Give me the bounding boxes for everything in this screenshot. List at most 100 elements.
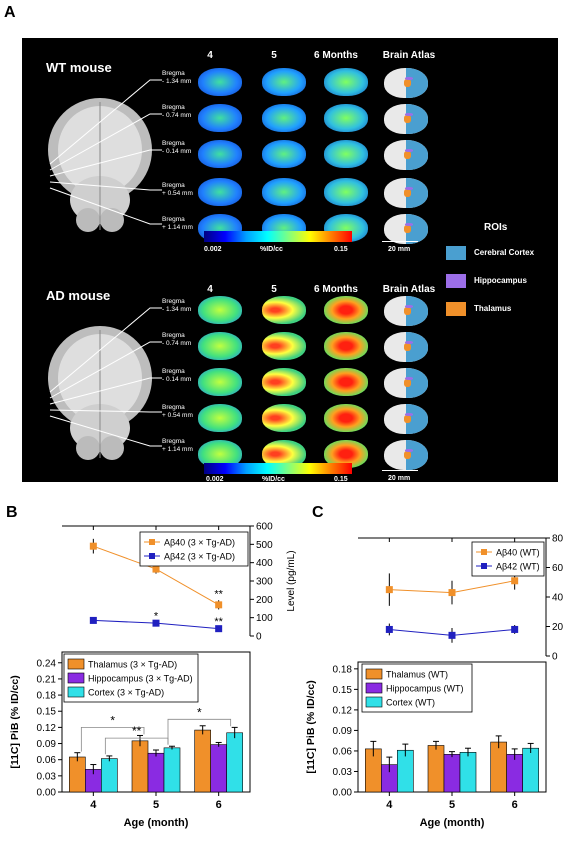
ad-col-4: 4 — [207, 284, 213, 295]
b-sig-bracket-2-label: ** — [132, 724, 142, 738]
c-bottom-bar — [490, 741, 507, 793]
ad-scan-r4-c3 — [324, 404, 368, 432]
c-bottom-ytick-label: 0.03 — [333, 767, 353, 778]
ad-col-brain-atlas: Brain Atlas — [382, 284, 436, 295]
c-bottom-bar — [427, 745, 445, 793]
c-top-ytick-label: 0 — [552, 652, 558, 663]
b-sig-bracket-3 — [167, 718, 232, 745]
ad-colorbar — [204, 463, 352, 474]
wt-bregma-4: Bregma + 0.54 mm — [162, 182, 193, 197]
c-bottom-ytick-label: 0.00 — [333, 788, 353, 799]
wt-scan-r2-c1 — [198, 104, 242, 132]
ad-scan-r2-c2 — [262, 332, 306, 360]
c-bottom-ytick-label: 0.12 — [333, 705, 353, 716]
wt-scan-r1-c1 — [198, 68, 242, 96]
ad-atlas-r2 — [384, 332, 428, 362]
ad-col-5: 5 — [271, 284, 277, 295]
wt-col-4: 4 — [207, 50, 213, 61]
b-bottom-bar — [226, 732, 243, 793]
ad-atlas-r3 — [384, 368, 428, 398]
b-top-sig-label: * — [154, 610, 159, 622]
c-top-point — [448, 589, 456, 597]
b-bottom-ytick-label: 0.21 — [37, 674, 57, 685]
ad-scale-bar-label: 20 mm — [388, 475, 411, 482]
b-bottom-xlabel: Age (month) — [124, 817, 189, 829]
wt-colorbar — [204, 231, 352, 242]
wt-colorbar-max: 0.15 — [334, 246, 348, 253]
roi-thalamus-swatch — [446, 302, 466, 316]
ad-atlas-r1 — [384, 296, 428, 326]
b-top-point — [215, 601, 223, 609]
panel-label-b: B — [6, 504, 18, 521]
wt-col-5: 5 — [271, 50, 277, 61]
c-top-legend-box — [471, 541, 545, 577]
b-top-ytick-label: 400 — [256, 558, 273, 569]
b-bottom-bar — [194, 729, 211, 793]
ad-scan-r4-c2 — [262, 404, 306, 432]
b-bottom-bar — [131, 740, 149, 793]
c-top-legend-marker — [481, 563, 487, 569]
ad-colorbar-unit: %ID/cc — [262, 476, 285, 483]
ad-atlas-r5 — [384, 440, 428, 470]
ad-colorbar-max: 0.15 — [334, 476, 348, 483]
c-top-ytick-label: 20 — [552, 622, 564, 633]
c-bottom-bar — [506, 754, 523, 793]
b-top-sig-label: ** — [214, 616, 223, 628]
b-top-legend-label: Aβ40 (3 × Tg-AD) — [164, 538, 235, 548]
b-top-legend-box — [139, 531, 249, 567]
roi-hippocampus-swatch — [446, 274, 466, 288]
b-bottom-bar — [69, 756, 86, 793]
b-top-legend-marker — [149, 539, 155, 545]
b-bottom-legend-box — [63, 653, 199, 703]
b-bottom-xtick-label: 6 — [216, 799, 222, 811]
wt-mouse-title: WT mouse — [46, 60, 112, 75]
c-bottom-xlabel: Age (month) — [420, 817, 485, 829]
b-sig-bracket-1-label: * — [110, 713, 115, 727]
brain-illustrations — [48, 79, 162, 460]
c-bottom-ytick-label: 0.09 — [333, 726, 353, 737]
b-bottom-legend-swatch — [67, 658, 85, 670]
wt-colorbar-min: 0.002 — [204, 246, 222, 253]
c-bottom-ytick-label: 0.18 — [333, 664, 353, 675]
c-bottom-ytick-label: 0.06 — [333, 746, 353, 757]
ad-mouse-title: AD mouse — [46, 288, 111, 303]
c-top-ytick-label: 80 — [552, 534, 564, 545]
b-bottom-xtick-label: 5 — [153, 799, 159, 811]
b-bottom-legend-label: Cortex (3 × Tg-AD) — [88, 688, 164, 698]
c-bottom-legend-label: Cortex (WT) — [386, 698, 435, 708]
b-top-ylabel: Level (pg/mL) — [286, 550, 297, 611]
c-top-legend-label: Aβ40 (WT) — [496, 548, 540, 558]
ad-col-6-months: 6 Months — [314, 284, 358, 295]
c-top-ytick-label: 60 — [552, 563, 564, 574]
wt-atlas-r3 — [384, 140, 428, 170]
wt-scan-r1-c2 — [262, 68, 306, 96]
c-bottom-bar — [522, 747, 539, 793]
roi-thalamus-label: Thalamus — [474, 304, 512, 313]
b-top-point — [152, 619, 160, 627]
ad-bregma-1: Bregma - 1.34 mm — [162, 298, 192, 313]
c-bottom-ylabel: [11C] PiB (% ID/cc) — [305, 680, 317, 773]
c-bottom-bar — [397, 749, 414, 793]
b-bottom-legend-swatch — [67, 686, 85, 698]
c-top-point — [385, 586, 393, 594]
c-bottom-bar — [459, 752, 477, 793]
b-top-sig-label: ** — [214, 588, 223, 600]
roi-hippocampus-label: Hippocampus — [474, 276, 527, 285]
wt-scan-r3-c3 — [324, 140, 368, 168]
c-bottom-xtick-label: 6 — [512, 799, 518, 811]
b-top-ytick-label: 300 — [256, 577, 273, 588]
b-bottom-ytick-label: 0.12 — [37, 723, 57, 734]
wt-scan-r3-c2 — [262, 140, 306, 168]
b-top-point — [215, 625, 223, 633]
b-bottom-ytick-label: 0.00 — [37, 788, 57, 799]
wt-scan-r4-c3 — [324, 178, 368, 206]
ad-colorbar-min: 0.002 — [206, 476, 224, 483]
b-top-ytick-label: 100 — [256, 613, 273, 624]
ad-scan-r2-c3 — [324, 332, 368, 360]
ad-scan-r3-c2 — [262, 368, 306, 396]
b-bottom-ytick-label: 0.06 — [37, 755, 57, 766]
c-bottom-legend-swatch — [365, 696, 383, 708]
roi-cortex-swatch — [446, 246, 466, 260]
rois-title: ROIs — [484, 222, 508, 233]
